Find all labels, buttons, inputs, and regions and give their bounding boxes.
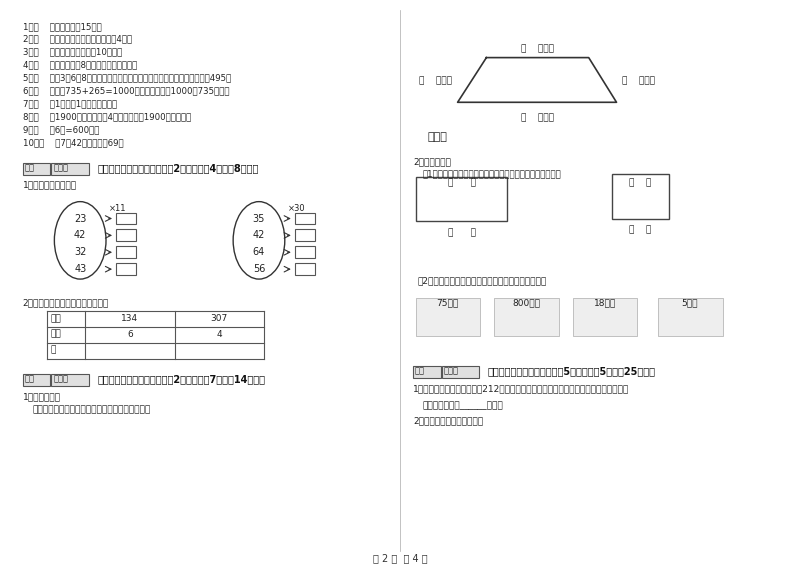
FancyBboxPatch shape bbox=[22, 375, 50, 386]
Text: 18千米: 18千米 bbox=[594, 298, 616, 307]
FancyBboxPatch shape bbox=[494, 298, 559, 336]
Text: （2）、把每小时行的路程与合适的出行方式连起来。: （2）、把每小时行的路程与合适的出行方式连起来。 bbox=[418, 276, 547, 285]
Text: ×11: ×11 bbox=[109, 203, 126, 212]
Text: 第 2 页  共 4 页: 第 2 页 共 4 页 bbox=[373, 553, 427, 563]
Text: （      ）: （ ） bbox=[447, 179, 475, 188]
Text: 得分: 得分 bbox=[25, 375, 34, 384]
Text: 4．（    ）一个两位乘8，积一定也是两为数。: 4．（ ）一个两位乘8，积一定也是两为数。 bbox=[22, 60, 137, 69]
Text: 5千米: 5千米 bbox=[682, 298, 698, 307]
Text: 评卷人: 评卷人 bbox=[54, 163, 68, 172]
FancyBboxPatch shape bbox=[294, 263, 314, 275]
Text: ×30: ×30 bbox=[288, 203, 306, 212]
Text: 1．算一算，填一填。: 1．算一算，填一填。 bbox=[22, 181, 77, 190]
FancyBboxPatch shape bbox=[116, 263, 136, 275]
Text: 800千米: 800千米 bbox=[512, 298, 540, 307]
Text: 周长：: 周长： bbox=[428, 132, 448, 142]
Text: 乘数: 乘数 bbox=[50, 314, 61, 323]
FancyBboxPatch shape bbox=[51, 375, 89, 386]
Text: （    ）毫米: （ ）毫米 bbox=[622, 76, 655, 85]
Text: 量出每条边的长度，以毫米为单位，并计算周长。: 量出每条边的长度，以毫米为单位，并计算周长。 bbox=[33, 405, 150, 414]
Text: 5．（    ）用3、6、8这三个数字组成的最大三位数与最小三位数，它们相差495。: 5．（ ）用3、6、8这三个数字组成的最大三位数与最小三位数，它们相差495。 bbox=[22, 73, 231, 82]
Text: 乘数: 乘数 bbox=[50, 330, 61, 339]
FancyBboxPatch shape bbox=[116, 246, 136, 258]
Text: 六、活用知识，解决问题（共5小题，每题5分，共25分）。: 六、活用知识，解决问题（共5小题，每题5分，共25分）。 bbox=[487, 367, 655, 376]
Text: 得分: 得分 bbox=[25, 163, 34, 172]
FancyBboxPatch shape bbox=[413, 367, 441, 379]
Text: 1．用一根铁丝做一个边长为212厘米的正方形框架，正好用完。这根铁丝长多少厘米？: 1．用一根铁丝做一个边长为212厘米的正方形框架，正好用完。这根铁丝长多少厘米？ bbox=[413, 384, 629, 393]
Text: 75千米: 75千米 bbox=[437, 298, 458, 307]
Text: （    ）毫米: （ ）毫米 bbox=[521, 113, 554, 122]
Text: 3．（    ）小明家客厅面积是10公顷。: 3．（ ）小明家客厅面积是10公顷。 bbox=[22, 47, 122, 56]
FancyBboxPatch shape bbox=[573, 298, 638, 336]
FancyBboxPatch shape bbox=[51, 163, 89, 175]
FancyBboxPatch shape bbox=[294, 212, 314, 224]
Text: 2．实践操作：: 2．实践操作： bbox=[413, 157, 450, 166]
Text: （    ）毫米: （ ）毫米 bbox=[521, 45, 554, 54]
Text: 4: 4 bbox=[217, 330, 222, 339]
Text: （1）、量出下面各图形中每条边的长度。（以毫米为单位）: （1）、量出下面各图形中每条边的长度。（以毫米为单位） bbox=[423, 169, 562, 178]
Text: 积: 积 bbox=[50, 346, 56, 355]
FancyBboxPatch shape bbox=[442, 367, 479, 379]
FancyBboxPatch shape bbox=[611, 174, 669, 219]
Text: 6: 6 bbox=[127, 330, 133, 339]
Text: 2．（    ）正方形的周长是它的边长的4倍。: 2．（ ）正方形的周长是它的边长的4倍。 bbox=[22, 35, 132, 44]
Text: 2．根据图片内容回答问题。: 2．根据图片内容回答问题。 bbox=[413, 416, 483, 425]
Text: 7．（    ）1吨铁与1吨棉花一样重。: 7．（ ）1吨铁与1吨棉花一样重。 bbox=[22, 99, 117, 108]
Text: 得分: 得分 bbox=[415, 367, 425, 376]
Text: 五、认真思考，综合能力（共2小题，每题7分，共14分）。: 五、认真思考，综合能力（共2小题，每题7分，共14分）。 bbox=[97, 375, 265, 384]
Text: 23: 23 bbox=[74, 214, 86, 224]
Text: 评卷人: 评卷人 bbox=[444, 367, 458, 376]
FancyBboxPatch shape bbox=[416, 177, 507, 221]
FancyBboxPatch shape bbox=[294, 246, 314, 258]
FancyBboxPatch shape bbox=[294, 229, 314, 241]
Text: 134: 134 bbox=[122, 314, 138, 323]
Text: 10．（    ）7个42相加的和是69。: 10．（ ）7个42相加的和是69。 bbox=[22, 138, 123, 147]
Text: 43: 43 bbox=[74, 264, 86, 274]
Text: （    ）: （ ） bbox=[630, 179, 651, 188]
Text: 2．把乘得的积填在下面的空格里。: 2．把乘得的积填在下面的空格里。 bbox=[22, 298, 109, 307]
Text: 64: 64 bbox=[253, 247, 265, 257]
FancyBboxPatch shape bbox=[116, 229, 136, 241]
Text: 6．（    ）根据735+265=1000，可以直接写出1000－735的差。: 6．（ ）根据735+265=1000，可以直接写出1000－735的差。 bbox=[22, 86, 229, 95]
Text: 评卷人: 评卷人 bbox=[54, 375, 68, 384]
Text: 56: 56 bbox=[253, 264, 265, 274]
FancyBboxPatch shape bbox=[116, 212, 136, 224]
Text: 42: 42 bbox=[253, 231, 265, 240]
Text: 42: 42 bbox=[74, 231, 86, 240]
Text: 8．（    ）1900年的年份数是4的倍数，所以1900年是闰年。: 8．（ ）1900年的年份数是4的倍数，所以1900年是闰年。 bbox=[22, 112, 191, 121]
FancyBboxPatch shape bbox=[416, 298, 481, 336]
Text: 9．（    ）6分=600秒。: 9．（ ）6分=600秒。 bbox=[22, 125, 99, 134]
Text: 四、看清题目，细心计算（共2小题，每题4分，共8分）。: 四、看清题目，细心计算（共2小题，每题4分，共8分）。 bbox=[97, 163, 258, 173]
Text: 答：这根铁丝长______厘米。: 答：这根铁丝长______厘米。 bbox=[423, 401, 503, 410]
Text: 32: 32 bbox=[74, 247, 86, 257]
Text: 1．动手操作。: 1．动手操作。 bbox=[22, 392, 61, 401]
Text: （    ）毫米: （ ）毫米 bbox=[418, 76, 452, 85]
FancyBboxPatch shape bbox=[658, 298, 722, 336]
Text: （    ）: （ ） bbox=[630, 225, 651, 234]
Text: （      ）: （ ） bbox=[447, 228, 475, 237]
Text: 1．（    ）李老师身高15米。: 1．（ ）李老师身高15米。 bbox=[22, 22, 102, 31]
Text: 35: 35 bbox=[253, 214, 265, 224]
FancyBboxPatch shape bbox=[22, 163, 50, 175]
Text: 307: 307 bbox=[210, 314, 228, 323]
